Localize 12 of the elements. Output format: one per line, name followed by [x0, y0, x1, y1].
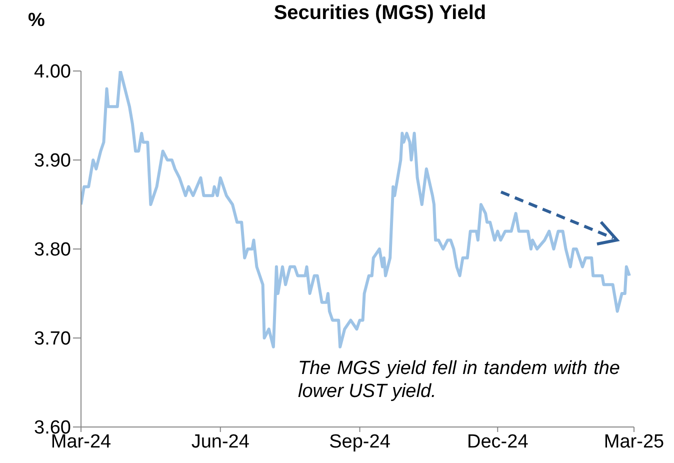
annotation: The MGS yield fell in tandem with the lower UST yield. [298, 357, 620, 403]
chart-title: Securities (MGS) Yield [272, 2, 488, 25]
y-tick-label: 3.80 [34, 240, 71, 261]
y-axis-title: % [28, 10, 45, 32]
y-tick-label: 3.90 [34, 150, 71, 172]
y-tick-label: 4.00 [34, 62, 71, 83]
y-tick-label: 3.70 [34, 328, 71, 350]
x-tick-label: Mar-25 [604, 431, 664, 452]
x-tick-label: Sep-24 [329, 431, 391, 452]
x-tick-label: Dec-24 [467, 431, 529, 452]
line-series [81, 71, 631, 348]
x-tick-label: Jun-24 [191, 431, 250, 452]
